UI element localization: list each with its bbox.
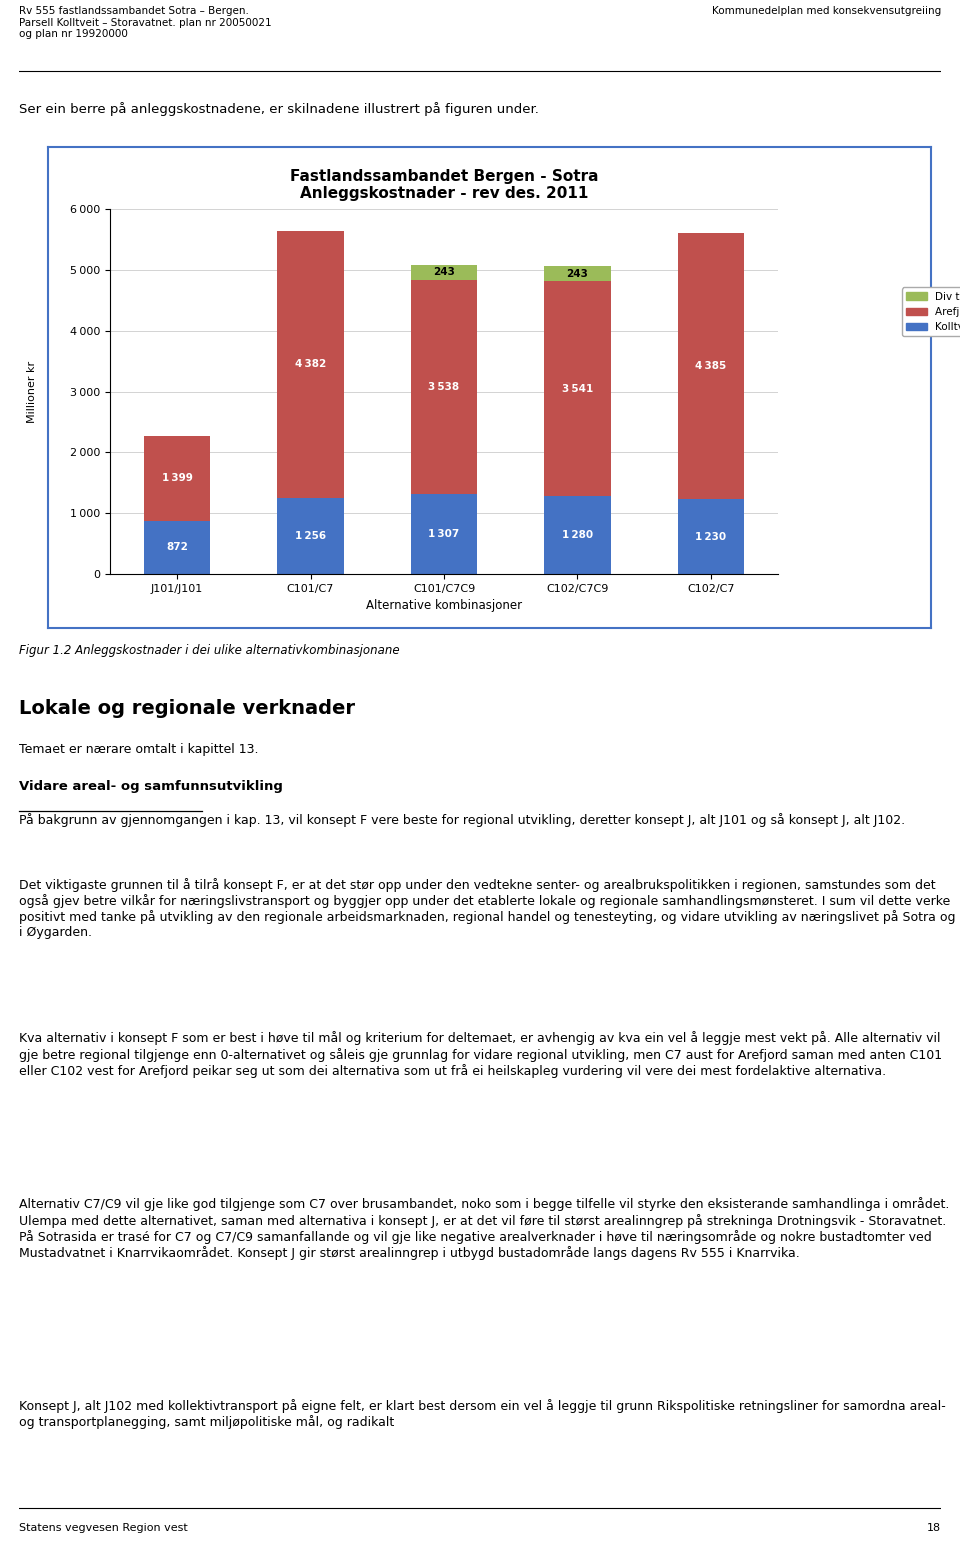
Text: Konsept J, alt J102 med kollektivtransport på eigne felt, er klart best dersom e: Konsept J, alt J102 med kollektivtranspo… [19,1399,946,1428]
Text: Alternativ C7/C9 vil gje like god tilgjenge som C7 over brusambandet, noko som i: Alternativ C7/C9 vil gje like god tilgje… [19,1197,949,1259]
Y-axis label: Millioner kr: Millioner kr [27,360,37,423]
Text: Kva alternativ i konsept F som er best i høve til mål og kriterium for deltemaet: Kva alternativ i konsept F som er best i… [19,1031,943,1078]
Bar [411,495,477,574]
Text: 3 538: 3 538 [428,382,460,392]
Bar [411,279,477,495]
Text: Lokale og regionale verknader: Lokale og regionale verknader [19,700,355,718]
Bar [678,233,744,499]
X-axis label: Alternative kombinasjoner: Alternative kombinasjoner [366,599,522,613]
Text: Det viktigaste grunnen til å tilrå konsept F, er at det stør opp under den vedte: Det viktigaste grunnen til å tilrå konse… [19,878,956,940]
Text: Rv 555 fastlandssambandet Sotra – Bergen.
Parsell Kolltveit – Storavatnet. plan : Rv 555 fastlandssambandet Sotra – Bergen… [19,6,272,39]
Bar [144,521,210,574]
Text: Statens vegvesen Region vest: Statens vegvesen Region vest [19,1523,188,1532]
Bar [277,231,344,498]
Bar [544,281,611,496]
Text: Ser ein berre på anleggskostnadene, er skilnadene illustrert på figuren under.: Ser ein berre på anleggskostnadene, er s… [19,101,540,116]
Text: 18: 18 [926,1523,941,1532]
Text: Kommunedelplan med konsekvensutgreiing: Kommunedelplan med konsekvensutgreiing [711,6,941,16]
Text: 872: 872 [166,543,188,552]
Bar [411,265,477,279]
Bar [544,267,611,281]
Text: 4 385: 4 385 [695,361,727,371]
Text: 243: 243 [433,267,455,278]
Text: 1 230: 1 230 [695,532,727,541]
Text: Figur 1.2 Anleggskostnader i dei ulike alternativkombinasjonane: Figur 1.2 Anleggskostnader i dei ulike a… [19,644,399,658]
Text: 1 280: 1 280 [562,530,593,540]
Title: Fastlandssambandet Bergen - Sotra
Anleggskostnader - rev des. 2011: Fastlandssambandet Bergen - Sotra Anlegg… [290,169,598,202]
Text: 243: 243 [566,268,588,279]
Text: 1 399: 1 399 [161,473,193,484]
Legend: Div tillegg for C7C9, Arefjord - Storavatnet, Kolltveit - Arefjord: Div tillegg for C7C9, Arefjord - Storava… [901,287,960,337]
Text: På bakgrunn av gjennomgangen i kap. 13, vil konsept F vere beste for regional ut: På bakgrunn av gjennomgangen i kap. 13, … [19,813,905,827]
Bar [277,498,344,574]
Text: 3 541: 3 541 [562,383,593,394]
Text: Temaet er nærare omtalt i kapittel 13.: Temaet er nærare omtalt i kapittel 13. [19,743,258,757]
Text: 1 256: 1 256 [295,530,326,541]
Text: Vidare areal- og samfunnsutvikling: Vidare areal- og samfunnsutvikling [19,780,283,793]
Text: 4 382: 4 382 [295,360,326,369]
Bar [144,436,210,521]
Text: 1 307: 1 307 [428,529,460,540]
Bar [544,496,611,574]
Bar [678,499,744,574]
